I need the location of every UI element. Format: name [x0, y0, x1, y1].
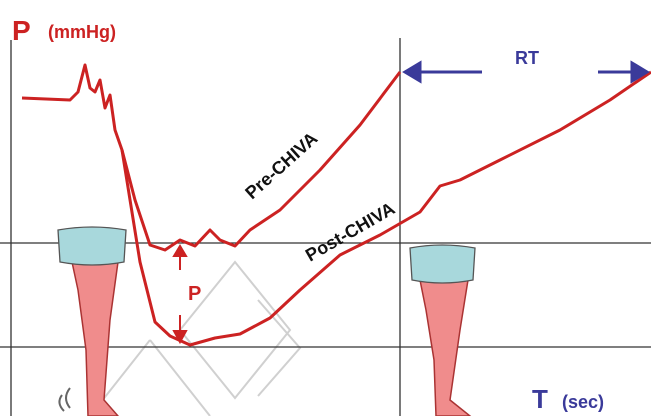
y-axis-unit: (mmHg) [48, 22, 116, 42]
rt-arrows [402, 60, 650, 84]
leg-left [57, 226, 127, 416]
post-chiva-curve [120, 70, 651, 347]
y-axis-label: P [12, 15, 31, 46]
pre-chiva-curve [21, 63, 402, 252]
rt-label: RT [515, 48, 539, 68]
leg-right [409, 244, 476, 416]
curves [21, 63, 651, 347]
x-axis-unit: (sec) [562, 392, 604, 412]
pressure-arrows [172, 244, 188, 345]
pressure-drop-label: P [188, 283, 201, 305]
x-axis-label: T [532, 384, 548, 414]
